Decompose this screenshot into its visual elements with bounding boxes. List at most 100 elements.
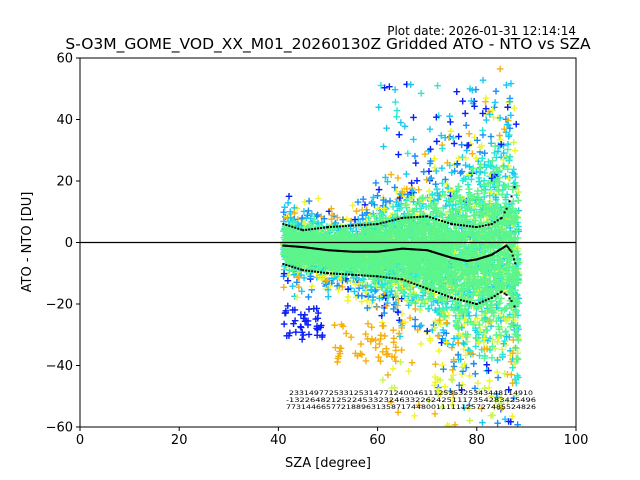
- scatter-point: [512, 173, 519, 181]
- scatter-point: [456, 212, 464, 221]
- scatter-point: [320, 215, 328, 222]
- scatter-point: [280, 270, 288, 277]
- scatter-point: [440, 313, 448, 321]
- scatter-point: [484, 243, 492, 251]
- scatter-point: [383, 345, 390, 353]
- scatter-point: [392, 98, 399, 106]
- scatter-point: [472, 199, 481, 207]
- scatter-point: [314, 211, 321, 219]
- scatter-point: [439, 306, 447, 314]
- scatter-point: [391, 184, 399, 191]
- scatter-point: [412, 159, 420, 167]
- scatter-point: [461, 110, 469, 117]
- scatter-point: [475, 331, 483, 338]
- scatter-point: [472, 216, 480, 225]
- scatter-point: [512, 306, 519, 314]
- scatter-point: [505, 201, 513, 209]
- scatter-point: [485, 200, 493, 208]
- scatter-point: [368, 323, 376, 331]
- scatter-point: [477, 326, 484, 334]
- scatter-point: [408, 359, 416, 367]
- scatter-point: [487, 412, 495, 419]
- scatter-point: [393, 107, 401, 114]
- scatter-point: [392, 347, 400, 354]
- scatter-point: [505, 175, 513, 183]
- scatter-point: [484, 280, 492, 288]
- scatter-point: [408, 207, 417, 215]
- scatter-point: [431, 410, 439, 418]
- scatter-point: [506, 285, 514, 293]
- scatter-point: [428, 267, 436, 275]
- scatter-point: [293, 294, 301, 301]
- scatter-point: [506, 131, 513, 139]
- scatter-point: [344, 285, 352, 293]
- scatter-point: [477, 160, 485, 169]
- scatter-point: [462, 330, 470, 338]
- scatter-point: [448, 376, 456, 384]
- scatter-point: [334, 286, 342, 294]
- scatter-point: [506, 157, 513, 164]
- scatter-point: [344, 293, 352, 301]
- scatter-point: [479, 110, 487, 117]
- scatter-point: [458, 386, 465, 394]
- scatter-point: [488, 157, 496, 165]
- scatter-point: [512, 227, 521, 235]
- scatter-point: [284, 199, 292, 207]
- scatter-point: [479, 76, 487, 84]
- scatter-point: [500, 181, 507, 189]
- scatter-point: [446, 162, 454, 169]
- scatter-point: [497, 310, 505, 317]
- scatter-point: [451, 281, 459, 289]
- scatter-point: [431, 381, 438, 389]
- scatter-point: [449, 262, 457, 270]
- scatter-point: [314, 195, 322, 202]
- scatter-point: [437, 270, 445, 278]
- scatter-point: [415, 186, 422, 194]
- scatter-point: [466, 417, 474, 424]
- scatter-point: [495, 178, 503, 186]
- scatter-point: [349, 202, 357, 209]
- scatter-point: [509, 185, 517, 194]
- scatter-point: [364, 281, 371, 289]
- scatter-point: [284, 302, 292, 310]
- scatter-point: [510, 166, 517, 173]
- scatter-point: [509, 313, 517, 321]
- scatter-point: [454, 183, 463, 191]
- scatter-point: [441, 134, 449, 141]
- scatter-point: [465, 130, 473, 137]
- scatter-point: [487, 322, 495, 330]
- scatter-point: [501, 337, 508, 345]
- scatter-point: [498, 404, 506, 412]
- scatter-point: [454, 205, 462, 213]
- scatter-point: [440, 314, 447, 322]
- scatter-point: [398, 191, 405, 199]
- scatter-point: [394, 302, 401, 309]
- scatter-point: [339, 322, 347, 330]
- scatter-point: [280, 227, 288, 235]
- scatter-point: [415, 401, 423, 409]
- scatter-point: [408, 188, 416, 195]
- scatter-point: [394, 296, 402, 303]
- scatter-point: [445, 272, 454, 281]
- scatter-point: [485, 305, 493, 314]
- scatter-point: [351, 288, 358, 295]
- scatter-point: [441, 191, 449, 199]
- scatter-point: [310, 264, 318, 272]
- scatter-point: [506, 98, 514, 105]
- scatter-point: [459, 97, 466, 105]
- scatter-point: [375, 103, 383, 111]
- scatter-point: [362, 330, 369, 338]
- scatter-point: [426, 125, 434, 133]
- scatter-point: [445, 312, 453, 319]
- scatter-point: [481, 261, 490, 269]
- scatter-point: [334, 214, 341, 221]
- scatter-point: [482, 274, 490, 282]
- scatter-point: [440, 284, 448, 292]
- plot-date: Plot date: 2026-01-31 12:14:14: [387, 24, 576, 38]
- scatter-point: [473, 228, 481, 237]
- scatter-point: [342, 330, 350, 337]
- scatter-point: [462, 207, 470, 215]
- scatter-point: [502, 304, 510, 312]
- scatter-point: [453, 191, 461, 200]
- scatter-point: [434, 299, 442, 306]
